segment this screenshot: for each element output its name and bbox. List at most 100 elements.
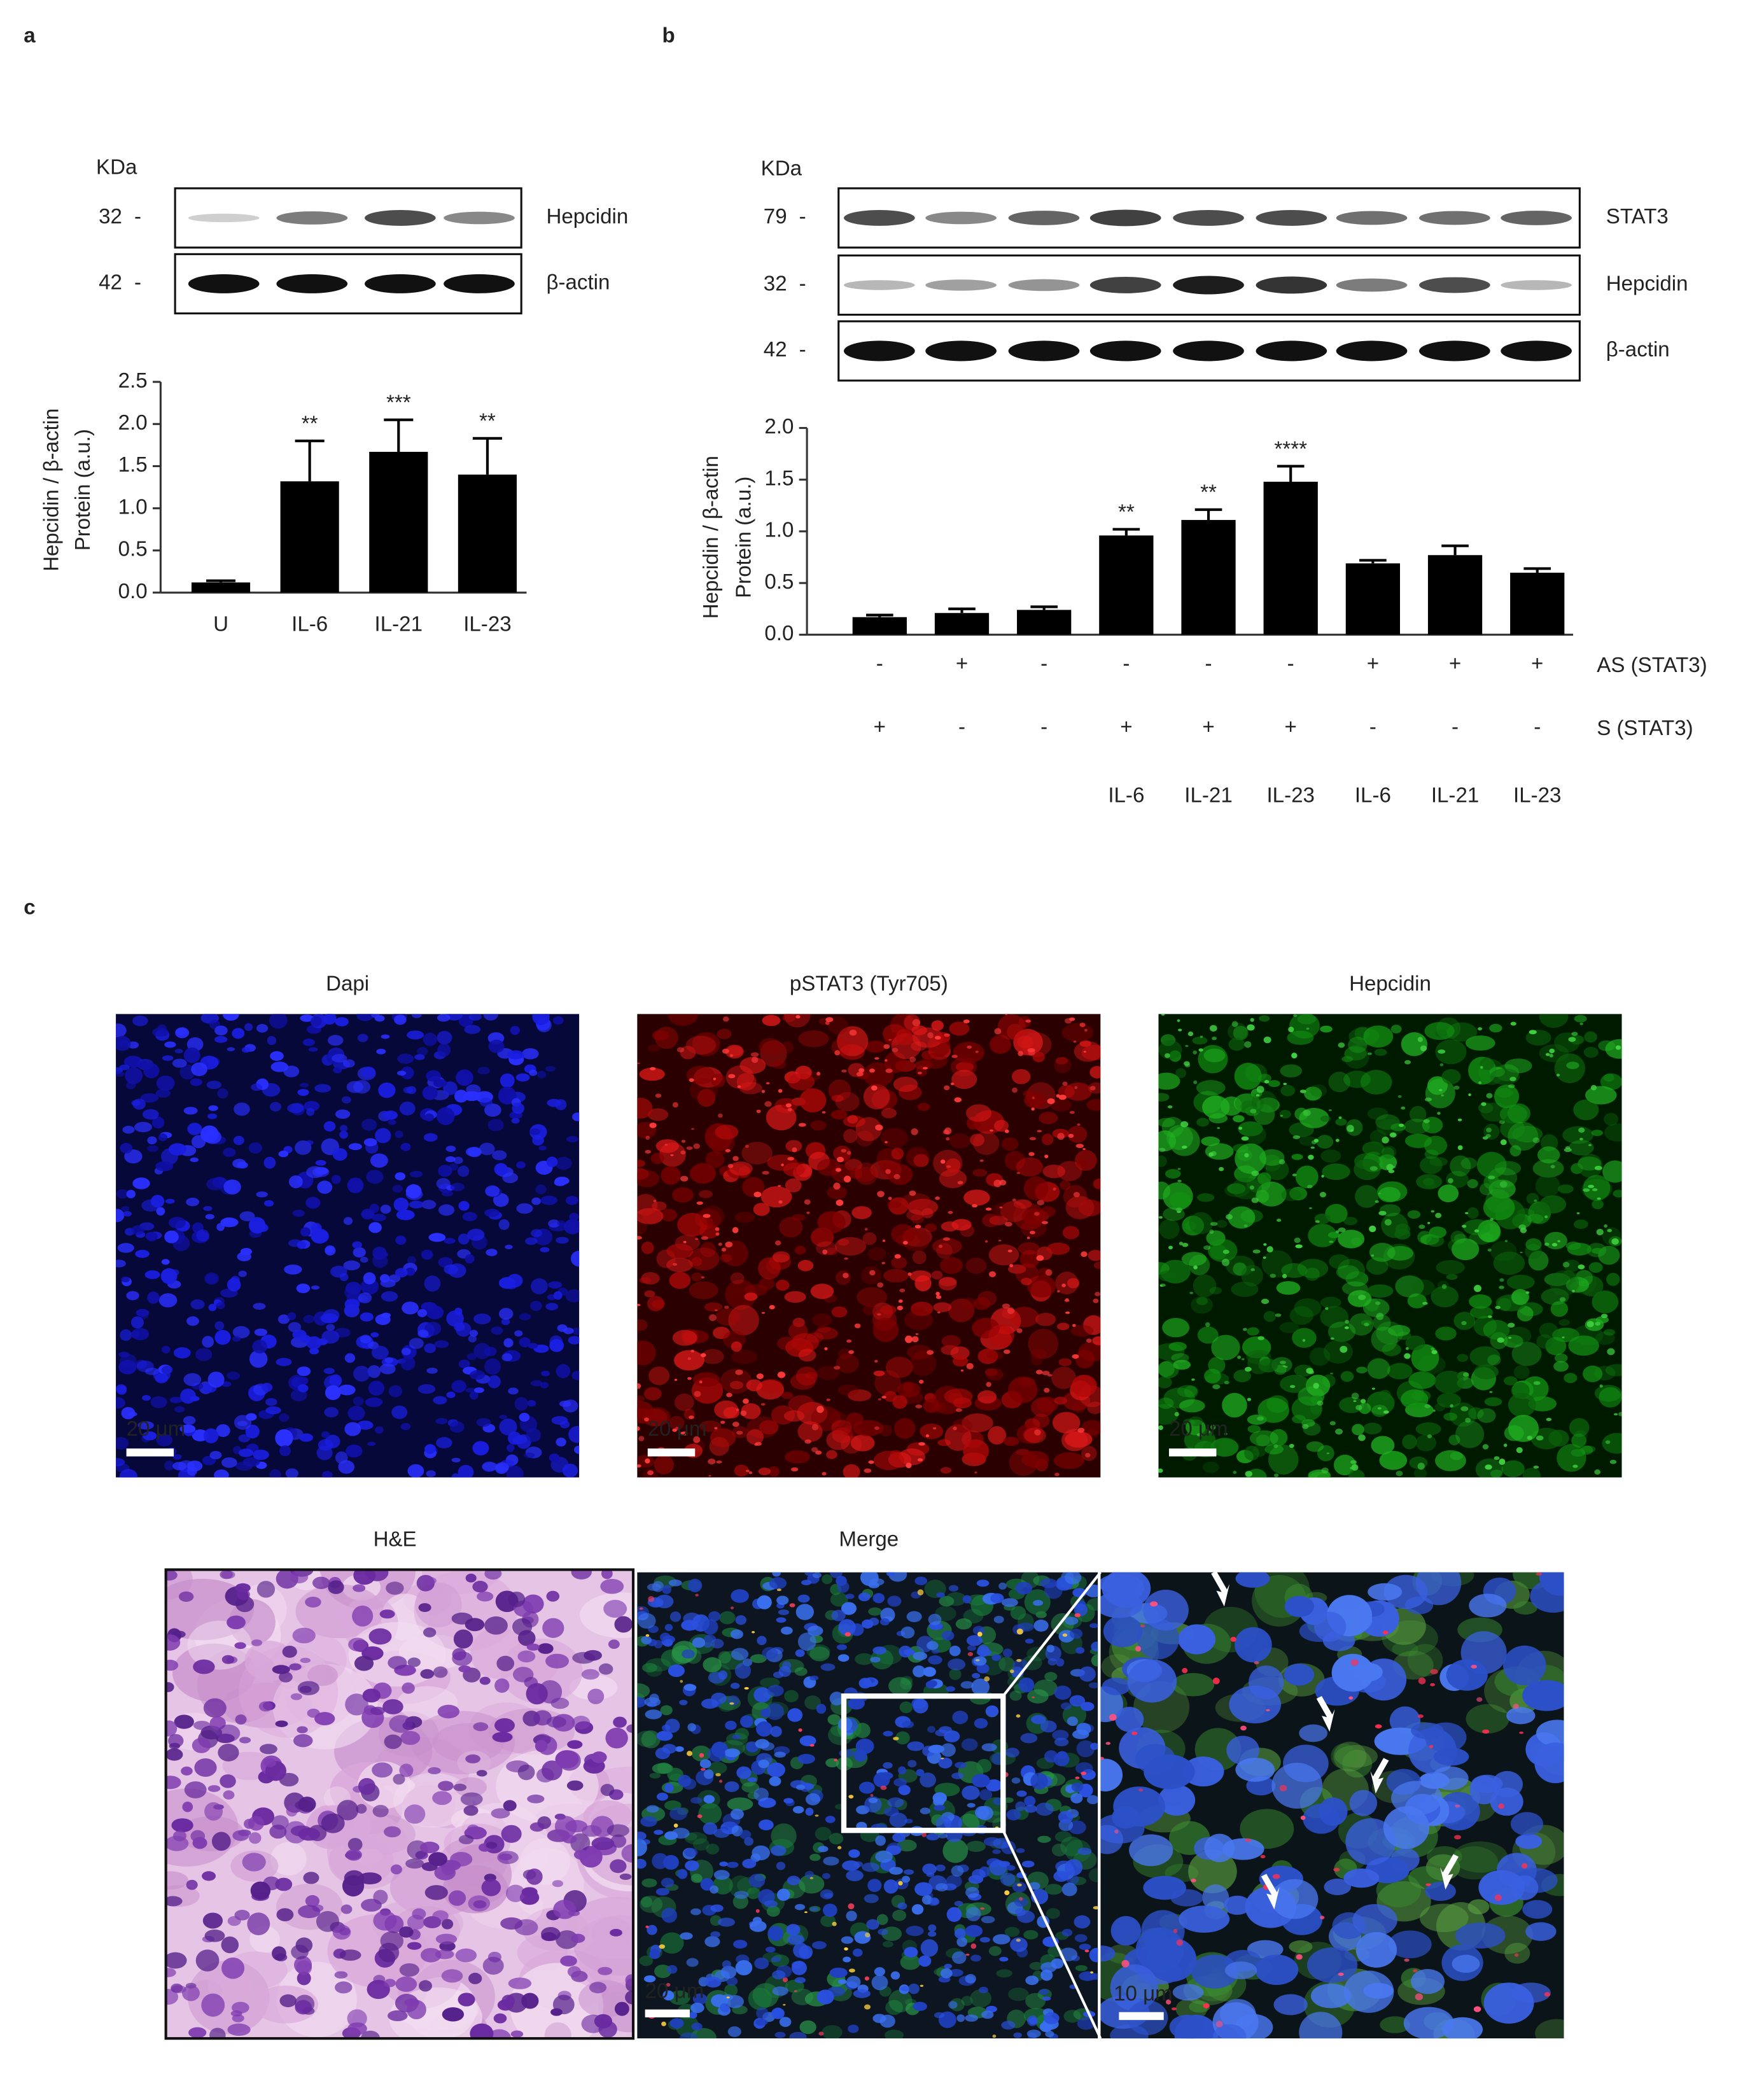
cell [1276, 1281, 1301, 1295]
cell [1501, 1460, 1525, 1478]
cell [818, 2031, 824, 2036]
cell [1490, 1469, 1503, 1478]
blot-band [365, 210, 436, 226]
cell [1403, 2007, 1454, 2039]
cell [781, 1627, 793, 1635]
cell [190, 1078, 202, 1086]
cell [966, 1840, 986, 1853]
cell [1569, 1418, 1590, 1438]
cell [837, 1026, 869, 1056]
cell [541, 1370, 550, 1377]
cell [437, 1014, 451, 1022]
cell [774, 2031, 786, 2038]
cell [739, 1056, 766, 1074]
cell [424, 1576, 437, 1585]
cell [1226, 1214, 1233, 1220]
cell [703, 1769, 714, 1779]
cell [734, 1464, 749, 1477]
cell [1100, 1945, 1116, 1962]
cell [1462, 1224, 1467, 1228]
cell [1044, 1387, 1050, 1393]
cell [419, 1841, 440, 1854]
cell [837, 1654, 850, 1662]
cell [1076, 1158, 1088, 1169]
cell [309, 1348, 319, 1355]
bar [1263, 481, 1318, 635]
cell [639, 1067, 665, 1081]
cell [1425, 1722, 1467, 1753]
cell [1601, 1314, 1608, 1319]
cell [1161, 1014, 1165, 1016]
cell [122, 1126, 135, 1134]
cell [637, 1832, 647, 1840]
cell [1159, 1219, 1180, 1240]
cell [383, 1111, 398, 1120]
cell [1031, 1107, 1035, 1111]
cell [1506, 1275, 1535, 1290]
cell [1289, 1014, 1320, 1039]
cell [935, 1291, 940, 1296]
cell [1503, 1376, 1518, 1385]
cell [1294, 1237, 1301, 1244]
cell [744, 1837, 754, 1846]
cell [458, 1464, 474, 1478]
significance: ** [479, 410, 496, 433]
cell [508, 1591, 526, 1608]
cell [1511, 1382, 1530, 1399]
cell [360, 1335, 372, 1343]
cell [405, 1184, 422, 1199]
cell [699, 1753, 704, 1758]
cell [1392, 1166, 1396, 1168]
cell [1567, 1242, 1592, 1256]
cell [1544, 1273, 1571, 1286]
cell [116, 1071, 125, 1077]
cell [488, 1039, 505, 1053]
cell [774, 1240, 781, 1246]
cell [557, 1220, 566, 1226]
cell [1497, 1337, 1504, 1343]
cell [1023, 1176, 1049, 1201]
cell [719, 1861, 729, 1867]
cell [992, 1934, 1011, 1945]
cell [221, 1457, 237, 1468]
cell [906, 1209, 923, 1221]
cell [544, 2022, 571, 2039]
cell [1056, 1658, 1065, 1667]
cell [1369, 1225, 1376, 1233]
cell [999, 1179, 1007, 1186]
cell [338, 1384, 356, 1396]
cell [1417, 1037, 1423, 1042]
cell [249, 1350, 268, 1368]
cell [1075, 1349, 1095, 1369]
cell [1238, 1121, 1263, 1137]
blot-band [188, 274, 260, 293]
cell [256, 1581, 276, 1598]
cell [476, 1770, 487, 1777]
cell [1572, 1464, 1578, 1468]
cell [498, 1219, 510, 1230]
cell [1441, 1284, 1447, 1289]
cell [1423, 1119, 1430, 1123]
cell [494, 1163, 508, 1176]
cell [670, 1154, 674, 1156]
cell [1321, 1467, 1329, 1474]
significance: ** [1200, 481, 1217, 505]
x-tick-label: IL-21 [1431, 784, 1479, 808]
cell [869, 1069, 875, 1073]
cell [479, 1097, 493, 1107]
cell [1158, 1784, 1196, 1816]
cell [637, 1838, 647, 1856]
cell [920, 1424, 944, 1440]
cell [955, 1062, 974, 1072]
cell [1427, 1076, 1448, 1095]
cell [1331, 1743, 1357, 1769]
cell [876, 1313, 881, 1316]
cell [1473, 2006, 1481, 2012]
cell [703, 1795, 715, 1804]
cell [853, 1989, 871, 1998]
cell [1264, 1444, 1284, 1455]
cell [1559, 1297, 1566, 1302]
cell [541, 1926, 561, 1941]
cell [565, 1819, 588, 1833]
cell [1602, 1160, 1622, 1183]
